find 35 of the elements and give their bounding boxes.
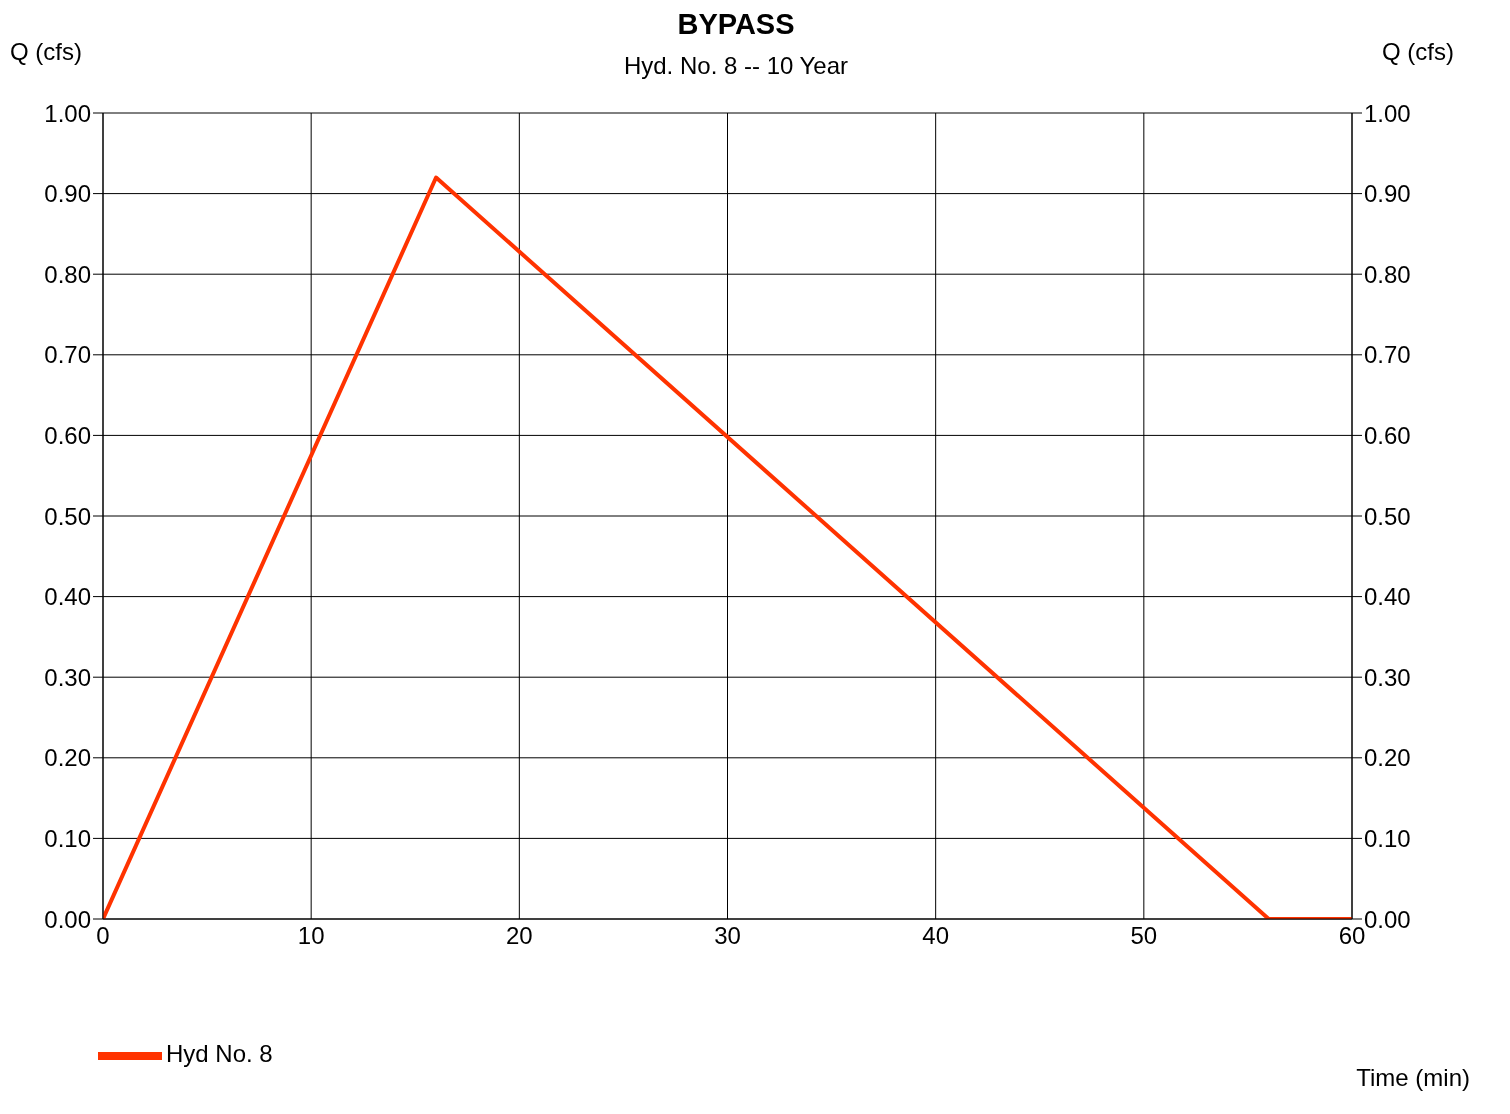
y-tick-label: 0.90 — [44, 180, 91, 208]
chart-title: BYPASS — [677, 8, 795, 40]
y-axis-title: Q (cfs) — [10, 38, 82, 66]
y2-tick-label: 0.80 — [1364, 260, 1411, 288]
y2-tick-label: 0.30 — [1364, 663, 1411, 691]
x-tick-label: 30 — [714, 922, 741, 950]
y2-tick-label: 0.90 — [1364, 180, 1411, 208]
x-tick-label: 50 — [1130, 922, 1158, 950]
x-tick-label: 0 — [96, 922, 110, 950]
y-tick-label: 0.50 — [44, 502, 91, 530]
y-tick-label: 0.70 — [44, 341, 91, 369]
y-tick-label: 0.00 — [44, 905, 91, 933]
y2-tick-label: 1.00 — [1364, 99, 1411, 127]
y-tick-label: 0.10 — [44, 824, 91, 852]
y2-tick-label: 0.40 — [1364, 583, 1411, 611]
y2-axis-title: Q (cfs) — [1382, 38, 1454, 66]
x-tick-label: 60 — [1338, 922, 1366, 950]
y2-tick-label: 0.20 — [1364, 744, 1411, 772]
y-tick-label: 1.00 — [44, 99, 91, 127]
x-tick-label: 20 — [505, 922, 533, 950]
y2-tick-label: 0.10 — [1364, 824, 1411, 852]
y2-tick-label: 0.60 — [1364, 421, 1411, 449]
y-tick-label: 0.40 — [44, 583, 91, 611]
y-tick-label: 0.60 — [44, 421, 91, 449]
y-tick-label: 0.20 — [44, 744, 91, 772]
x-tick-label: 40 — [922, 922, 950, 950]
chart-subtitle: Hyd. No. 8 -- 10 Year — [623, 52, 849, 79]
x-axis-title: Time (min) — [1356, 1064, 1470, 1092]
x-tick-label: 10 — [297, 922, 325, 950]
y2-tick-label: 0.70 — [1364, 341, 1411, 369]
legend-label: Hyd No. 8 — [166, 1040, 273, 1068]
y-tick-label: 0.30 — [44, 663, 91, 691]
y-tick-label: 0.80 — [44, 260, 91, 288]
y2-tick-label: 0.50 — [1364, 502, 1411, 530]
y2-tick-label: 0.00 — [1364, 905, 1411, 933]
